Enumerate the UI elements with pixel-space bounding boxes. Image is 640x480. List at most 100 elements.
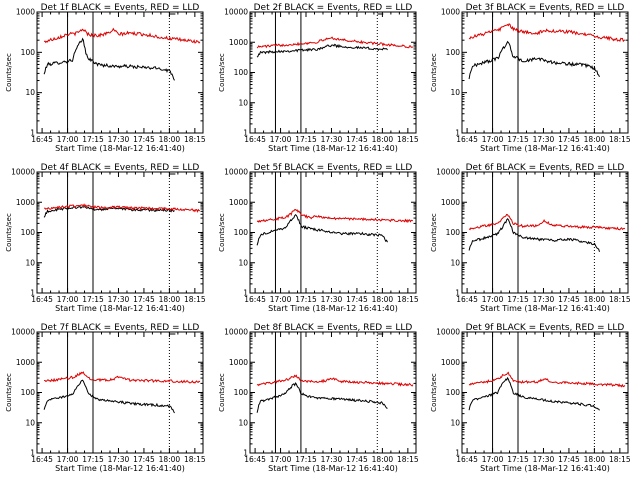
y-axis-label: Counts/sec — [218, 53, 226, 92]
x-axis-label: Start Time (18-Mar-12 16:41:40) — [268, 304, 398, 313]
x-tick-label: 16:45 — [456, 135, 478, 144]
y-tick-label: 1000 — [16, 8, 35, 17]
series-events-line — [468, 40, 600, 80]
x-tick-label: 17:00 — [57, 295, 79, 304]
x-tick-label: 18:00 — [584, 455, 606, 464]
series-events-line — [468, 218, 600, 252]
x-tick-label: 16:45 — [456, 455, 478, 464]
x-tick-label: 18:00 — [584, 135, 606, 144]
x-tick-label: 17:45 — [558, 455, 580, 464]
y-tick-label: 1000 — [441, 358, 460, 367]
x-tick-label: 17:15 — [507, 295, 529, 304]
series-events-line — [256, 213, 388, 246]
y-tick-label: 10 — [238, 418, 248, 427]
x-tick-label: 17:15 — [295, 135, 317, 144]
series-lld-line — [256, 208, 414, 224]
detector-panel-1: Det 1f BLACK = Events, RED = LLD 1 10 100 10… — [5, 3, 206, 153]
x-tick-label: 17:00 — [482, 135, 504, 144]
plot-frame — [249, 331, 417, 454]
plot-frame — [249, 11, 417, 134]
panel-title: Det 2f BLACK = Events, RED = LLD — [254, 3, 413, 13]
x-axis-label: Start Time (18-Mar-12 16:41:40) — [55, 464, 185, 473]
x-tick-label: 18:15 — [184, 295, 206, 304]
y-tick-label: 1000 — [16, 358, 35, 367]
y-tick-label: 1000 — [229, 38, 248, 47]
x-tick-label: 17:15 — [82, 295, 104, 304]
x-tick-label: 18:15 — [184, 455, 206, 464]
x-tick-label: 17:30 — [321, 295, 343, 304]
x-tick-label: 18:00 — [584, 295, 606, 304]
y-axis-label: Counts/sec — [218, 213, 226, 252]
series-lld-line — [256, 374, 414, 387]
x-tick-label: 17:45 — [346, 455, 368, 464]
y-tick-label: 1000 — [229, 358, 248, 367]
x-axis-label: Start Time (18-Mar-12 16:41:40) — [480, 464, 610, 473]
x-axis-label: Start Time (18-Mar-12 16:41:40) — [480, 144, 610, 153]
x-tick-label: 18:15 — [609, 295, 631, 304]
y-tick-label: 10 — [450, 418, 460, 427]
x-tick-label: 17:15 — [82, 455, 104, 464]
y-tick-label: 1 — [455, 129, 460, 138]
x-tick-label: 18:00 — [159, 295, 181, 304]
x-tick-label: 16:45 — [31, 295, 53, 304]
panel-title: Det 4f BLACK = Events, RED = LLD — [41, 163, 200, 173]
x-tick-label: 17:45 — [558, 135, 580, 144]
x-tick-label: 18:15 — [609, 135, 631, 144]
x-tick-label: 18:15 — [397, 135, 419, 144]
x-tick-label: 17:45 — [133, 135, 155, 144]
y-tick-label: 10000 — [224, 8, 248, 17]
y-tick-label: 10 — [25, 418, 35, 427]
y-tick-label: 1000 — [16, 198, 35, 207]
y-tick-label: 10 — [25, 88, 35, 97]
detector-panel-7: Det 7f BLACK = Events, RED = LLD 1 10 100 10… — [5, 323, 206, 473]
x-tick-label: 17:45 — [346, 295, 368, 304]
x-tick-label: 17:30 — [533, 135, 555, 144]
x-axis-label: Start Time (18-Mar-12 16:41:40) — [55, 144, 185, 153]
y-tick-label: 100 — [234, 68, 249, 77]
y-axis-label: Counts/sec — [5, 213, 13, 252]
series-lld-line — [468, 23, 626, 43]
y-tick-label: 100 — [446, 48, 461, 57]
y-tick-label: 1 — [243, 449, 248, 458]
detector-panel-6: Det 6f BLACK = Events, RED = LLD 1 10 100 10… — [430, 163, 631, 313]
plot-frame — [461, 331, 629, 454]
plot-frame — [461, 11, 629, 134]
y-axis-label: Counts/sec — [430, 213, 438, 252]
y-tick-label: 10 — [25, 258, 35, 267]
plot-frame — [36, 331, 204, 454]
x-tick-label: 17:45 — [558, 295, 580, 304]
y-tick-label: 1 — [30, 449, 35, 458]
x-tick-label: 18:00 — [159, 135, 181, 144]
plot-frame — [36, 171, 204, 294]
x-tick-label: 18:00 — [372, 455, 394, 464]
x-tick-label: 17:00 — [482, 295, 504, 304]
x-tick-label: 17:15 — [295, 295, 317, 304]
x-tick-label: 16:45 — [244, 295, 266, 304]
series-events-line — [256, 382, 388, 413]
series-lld-line — [468, 371, 626, 388]
y-tick-label: 100 — [21, 228, 36, 237]
y-axis-label: Counts/sec — [5, 373, 13, 412]
y-tick-label: 100 — [446, 388, 461, 397]
x-tick-label: 16:45 — [456, 295, 478, 304]
y-tick-label: 10000 — [224, 168, 248, 177]
x-axis-label: Start Time (18-Mar-12 16:41:40) — [480, 304, 610, 313]
x-tick-label: 18:15 — [184, 135, 206, 144]
x-axis-label: Start Time (18-Mar-12 16:41:40) — [268, 464, 398, 473]
series-lld-line — [256, 36, 414, 49]
x-tick-label: 17:45 — [133, 455, 155, 464]
x-tick-label: 17:15 — [507, 135, 529, 144]
plot-frame — [461, 171, 629, 294]
x-tick-label: 17:30 — [321, 455, 343, 464]
x-tick-label: 17:45 — [346, 135, 368, 144]
y-axis-label: Counts/sec — [430, 373, 438, 412]
x-tick-label: 16:45 — [31, 455, 53, 464]
series-events-line — [43, 206, 175, 218]
x-tick-label: 18:15 — [609, 455, 631, 464]
series-lld-line — [468, 213, 626, 231]
series-events-line — [43, 379, 175, 414]
x-tick-label: 17:00 — [270, 295, 292, 304]
y-tick-label: 10 — [450, 88, 460, 97]
y-axis-label: Counts/sec — [218, 373, 226, 412]
detector-panel-4: Det 4f BLACK = Events, RED = LLD 1 10 100 10… — [5, 163, 206, 313]
